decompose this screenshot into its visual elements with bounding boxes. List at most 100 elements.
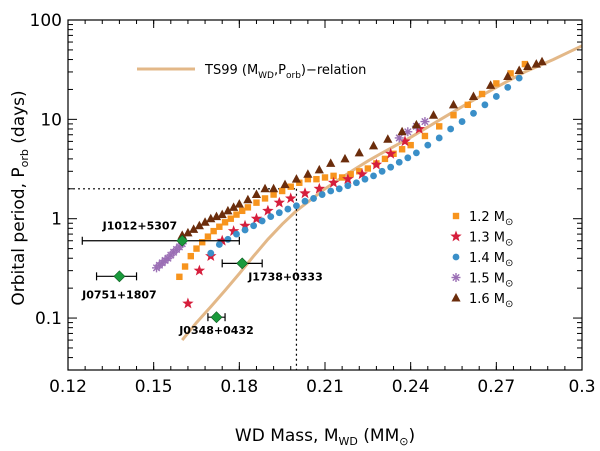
- diamond-marker: [236, 257, 249, 270]
- x-axis-label: WD Mass, MWD (MM⊙): [235, 426, 415, 448]
- point-circle: [215, 241, 223, 248]
- point-circle: [387, 163, 395, 171]
- series-1.4: [207, 74, 523, 257]
- series-1.6: [177, 56, 547, 239]
- diamond-marker: [176, 234, 189, 247]
- legend-entry-1.4: 1.4 M⊙: [452, 251, 513, 269]
- point-circle: [335, 185, 343, 193]
- point-star: [370, 158, 383, 170]
- x-tick-label: 0.3: [568, 377, 595, 397]
- legend-label: 1.2 M⊙: [469, 210, 513, 228]
- point-circle: [275, 209, 283, 217]
- point-triangle: [189, 224, 199, 233]
- legend-marker: [451, 293, 461, 302]
- point-triangle: [177, 230, 187, 239]
- point-circle: [233, 230, 240, 238]
- point-triangle: [354, 147, 364, 157]
- point-circle: [395, 158, 403, 166]
- point-triangle: [303, 169, 313, 178]
- point-triangle: [314, 164, 324, 174]
- point-square: [464, 101, 471, 109]
- y-tick-label: 0.1: [35, 309, 62, 329]
- point-square: [238, 207, 246, 215]
- curve-legend-text: TS99 (MWD,Porb)−relation: [204, 63, 366, 81]
- point-circle: [504, 83, 512, 91]
- point-circle: [310, 195, 317, 202]
- point-circle: [424, 141, 432, 149]
- relation-curve: [181, 44, 583, 342]
- legend-marker: [452, 253, 460, 261]
- observed-j1738+0333: J1738+0333: [221, 257, 323, 283]
- point-triangle: [200, 217, 210, 226]
- point-square: [521, 60, 529, 68]
- x-tick-label: 0.24: [392, 377, 430, 397]
- point-triangle: [194, 220, 204, 230]
- point-triangle: [428, 110, 439, 119]
- point-triangle: [523, 61, 533, 71]
- point-square: [221, 219, 229, 226]
- x-tick-label: 0.12: [49, 377, 87, 397]
- relation-curve-group: [181, 44, 583, 342]
- observed-label: J0751+1807: [81, 288, 157, 301]
- point-star: [273, 196, 285, 208]
- point-square: [338, 174, 346, 181]
- point-circle: [250, 222, 258, 230]
- model-points: [152, 56, 547, 309]
- series-1.5: [152, 117, 430, 273]
- point-circle: [470, 109, 477, 117]
- point-square: [478, 90, 486, 98]
- point-star: [285, 192, 297, 204]
- legend-marker: [450, 230, 462, 242]
- point-square: [187, 252, 194, 260]
- legend-entry-1.5: 1.5 M⊙: [451, 272, 513, 290]
- point-triangle: [486, 80, 496, 89]
- point-triangle: [468, 91, 479, 100]
- point-square: [356, 168, 363, 175]
- point-circle: [404, 154, 412, 162]
- point-triangle: [340, 153, 350, 163]
- y-tick-label: 1: [51, 210, 62, 230]
- observed-j1012+5307: J1012+5307: [81, 220, 240, 247]
- point-triangle: [217, 209, 227, 219]
- point-circle: [207, 249, 215, 257]
- diamond-marker: [113, 270, 126, 283]
- point-square: [227, 215, 234, 222]
- legend-label: 1.4 M⊙: [469, 251, 513, 269]
- point-circle: [370, 172, 377, 180]
- point-triangle: [397, 126, 407, 136]
- y-ticks: 0.1 1 10 100: [30, 11, 582, 371]
- point-square: [398, 146, 406, 153]
- legend-label: 1.6 M⊙: [469, 292, 513, 310]
- x-tick-label: 0.21: [306, 377, 344, 397]
- point-triangle: [229, 202, 239, 211]
- point-star: [313, 182, 325, 194]
- y-tick-label: 100: [30, 11, 62, 31]
- point-square: [321, 174, 329, 181]
- point-circle: [447, 125, 455, 133]
- observed-pulsars: J1012+5307 J0751+1807 J1738+0333 J0348+0432: [81, 220, 323, 337]
- point-square: [381, 155, 389, 163]
- point-circle: [318, 191, 326, 198]
- point-circle: [344, 182, 352, 190]
- point-triangle: [291, 174, 302, 183]
- point-square: [176, 273, 183, 281]
- point-triangle: [280, 179, 290, 189]
- point-square: [199, 239, 206, 246]
- point-star: [399, 135, 411, 147]
- point-asterisk: [420, 117, 430, 127]
- point-triangle: [383, 134, 393, 143]
- legend-label: 1.5 M⊙: [469, 272, 513, 290]
- point-star: [356, 168, 368, 180]
- point-square: [210, 227, 217, 235]
- point-star: [250, 212, 263, 224]
- point-circle: [361, 175, 369, 183]
- point-square: [261, 195, 269, 202]
- point-circle: [412, 149, 420, 157]
- observed-label: J1012+5307: [102, 220, 178, 233]
- point-star: [239, 219, 251, 231]
- legend-label: 1.3 M⊙: [469, 231, 513, 249]
- point-circle: [458, 118, 466, 125]
- point-star: [193, 264, 206, 276]
- x-tick-label: 0.18: [220, 377, 258, 397]
